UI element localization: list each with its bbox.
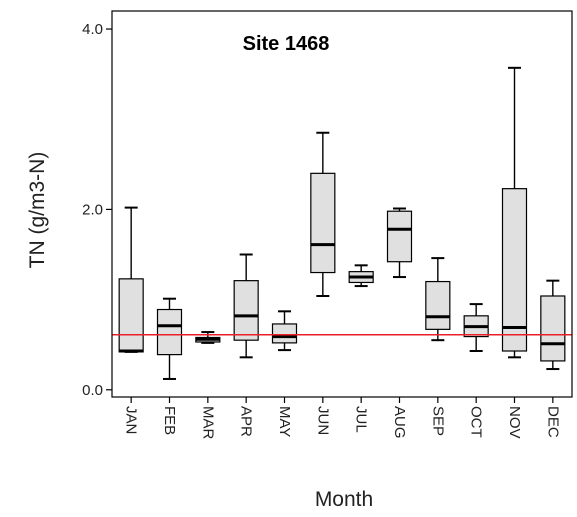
- y-tick-label-0: 0.0: [82, 382, 103, 399]
- box-iqr-nov: [501, 188, 528, 352]
- box-iqr-sep: [425, 280, 451, 330]
- box-iqr-jun: [310, 172, 336, 274]
- chart-title: Site 1468: [243, 33, 330, 55]
- y-axis-title: TN (g/m3-N): [26, 152, 49, 269]
- x-tick-label-jan: JAN: [123, 406, 140, 434]
- x-tick-label-aug: AUG: [391, 406, 408, 439]
- x-tick-label-jun: JUN: [314, 406, 331, 435]
- box-jul: [348, 264, 374, 288]
- x-tick-label-oct: OCT: [468, 406, 485, 438]
- box-iqr-jan: [118, 278, 144, 353]
- box-may: [271, 310, 298, 352]
- box-jun: [310, 131, 336, 297]
- box-mar: [195, 331, 221, 344]
- x-tick-label-sep: SEP: [429, 406, 446, 436]
- box-jan: [118, 206, 144, 353]
- box-dec: [540, 279, 566, 371]
- box-iqr-dec: [540, 295, 566, 362]
- y-tick-label-2: 4.0: [82, 21, 103, 38]
- box-iqr-feb: [156, 308, 183, 356]
- x-tick-label-nov: NOV: [506, 406, 523, 439]
- x-tick-label-may: MAY: [276, 406, 293, 437]
- x-tick-label-jul: JUL: [353, 406, 370, 433]
- box-sep: [425, 257, 451, 342]
- box-apr: [233, 253, 259, 359]
- box-iqr-aug: [386, 210, 413, 263]
- box-iqr-apr: [233, 280, 259, 341]
- x-tick-label-apr: APR: [238, 406, 255, 437]
- x-tick-label-mar: MAR: [199, 406, 216, 440]
- boxes-layer: [118, 66, 566, 380]
- box-feb: [156, 297, 183, 380]
- box-aug: [386, 207, 413, 279]
- plot-frame: [111, 10, 573, 398]
- x-tick-label-feb: FEB: [161, 406, 178, 435]
- y-tick-label-1: 2.0: [82, 201, 103, 218]
- y-axis: 0.0 2.0 4.0: [82, 21, 112, 399]
- x-tick-label-dec: DEC: [544, 406, 561, 438]
- box-nov: [501, 66, 528, 359]
- box-iqr-may: [271, 323, 298, 344]
- x-axis: JAN FEB MAR APR MAY JUN JUL AUG SEP OCT NOV DEC: [123, 397, 561, 440]
- x-axis-title: Month: [315, 488, 373, 511]
- box-oct: [463, 303, 489, 353]
